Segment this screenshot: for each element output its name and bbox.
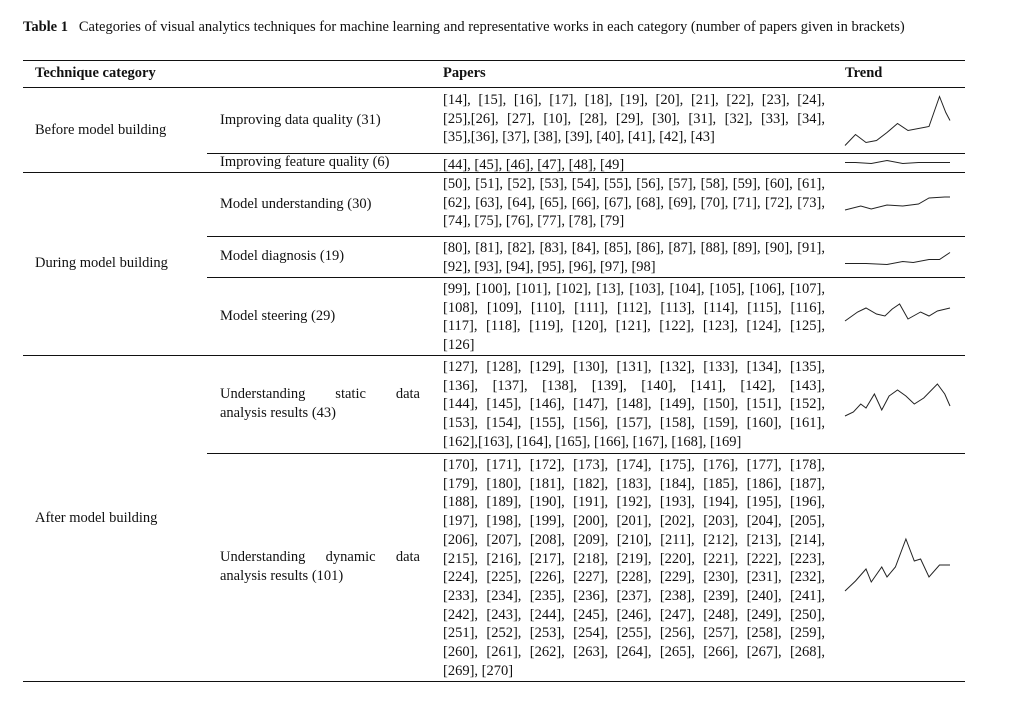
group-rule [23, 681, 965, 682]
category: Before model building [35, 121, 167, 138]
papers-line: [92], [93], [94], [95], [96], [97], [98] [443, 258, 656, 275]
papers-line: [170], [171], [172], [173], [174], [175]… [443, 457, 825, 473]
papers-line: [117], [118], [119], [120], [121], [122]… [443, 318, 825, 335]
header-rule [23, 87, 965, 88]
trend-line [844, 303, 951, 322]
trend-line [844, 383, 951, 417]
trend-line [844, 537, 950, 592]
papers-line: [74], [75], [76], [77], [78], [79] [443, 213, 625, 230]
category: After model building [35, 509, 158, 526]
row-rule [207, 277, 965, 278]
papers-line: [206], [207], [208], [209], [210], [211]… [443, 531, 825, 548]
trend-line [844, 196, 950, 211]
group-rule [23, 172, 965, 173]
row-rule [207, 453, 965, 454]
papers-line: [62], [63], [64], [65], [66], [67], [68]… [443, 194, 825, 211]
subcategory: Improving feature quality (6) [220, 154, 390, 171]
caption: Table 1 Categories of visual analytics t… [23, 18, 968, 37]
papers-line: [50], [51], [52], [53], [54], [55], [56]… [443, 176, 825, 192]
papers-line: [144], [145], [146], [147], [148], [149]… [443, 396, 825, 413]
papers-line: [25],[26], [27], [10], [28], [29], [30],… [443, 110, 825, 127]
header: Papers [443, 65, 486, 81]
header: Technique category [35, 65, 156, 81]
papers-line: [215], [216], [217], [218], [219], [220]… [443, 550, 825, 567]
papers-line: [99], [100], [101], [102], [13], [103], … [443, 281, 825, 297]
subcategory: analysis results (43) [220, 405, 336, 421]
papers-line: [269], [270] [443, 662, 514, 679]
papers-line: [126] [443, 337, 475, 354]
row-rule [207, 236, 965, 237]
papers-line: [136], [137], [138], [139], [140], [141]… [443, 377, 825, 394]
trend-line [844, 95, 951, 146]
subcategory: analysis results (101) [220, 568, 344, 584]
papers-line: [242], [243], [244], [245], [246], [247]… [443, 606, 825, 623]
caption-label: Table 1 [23, 19, 68, 35]
papers-line: [224], [225], [226], [227], [228], [229]… [443, 569, 825, 586]
header: Trend [845, 65, 883, 81]
papers-line: [127], [128], [129], [130], [131], [132]… [443, 359, 825, 375]
papers-line: [188], [189], [190], [191], [192], [193]… [443, 494, 825, 511]
trend-line [845, 159, 950, 165]
papers-line: [35],[36], [37], [38], [39], [40], [41],… [443, 129, 715, 146]
papers-line: [233], [234], [235], [236], [237], [238]… [443, 587, 825, 604]
top-rule [23, 60, 965, 62]
papers-line: [179], [180], [181], [182], [183], [184]… [443, 475, 825, 492]
subcategory: Model steering (29) [220, 307, 336, 324]
papers-line: [260], [261], [262], [263], [264], [265]… [443, 644, 825, 660]
subcategory: Understanding static data [220, 386, 420, 403]
trend-line [845, 252, 951, 266]
papers-line: [80], [81], [82], [83], [84], [85], [86]… [443, 240, 825, 256]
subcategory: Improving data quality (31) [220, 112, 381, 129]
papers-line: [197], [198], [199], [200], [201], [202]… [443, 513, 825, 530]
category: During model building [35, 255, 168, 272]
subcategory: Model understanding (30) [220, 195, 372, 212]
papers-line: [108], [109], [110], [111], [112], [113]… [443, 299, 825, 316]
papers-line: [44], [45], [46], [47], [48], [49] [443, 157, 625, 173]
papers-line: [153], [154], [155], [156], [157], [158]… [443, 415, 825, 432]
caption-text: Categories of visual analytics technique… [78, 19, 905, 35]
row-rule [207, 153, 965, 154]
papers-line: [162],[163], [164], [165], [166], [167],… [443, 433, 742, 450]
papers-line: [251], [252], [253], [254], [255], [256]… [443, 625, 825, 642]
group-rule [23, 355, 965, 356]
subcategory: Model diagnosis (19) [220, 248, 345, 265]
subcategory: Understanding dynamic data [220, 549, 420, 566]
papers-line: [14], [15], [16], [17], [18], [19], [20]… [443, 92, 825, 108]
